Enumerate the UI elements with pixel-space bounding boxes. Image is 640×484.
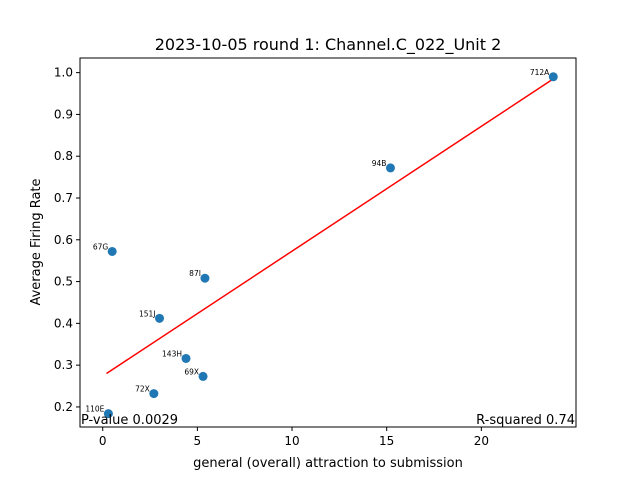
x-tick-label: 5 xyxy=(194,434,202,448)
y-axis-label: Average Firing Rate xyxy=(29,178,44,305)
y-tick-label: 0.4 xyxy=(54,316,73,330)
x-tick-label: 15 xyxy=(379,434,394,448)
point-label: 110E xyxy=(85,405,104,414)
data-point xyxy=(198,371,208,381)
x-tick-label: 10 xyxy=(284,434,299,448)
point-label: 69X xyxy=(184,367,199,376)
data-point xyxy=(103,409,113,419)
chart-title: 2023-10-05 round 1: Channel.C_022_Unit 2 xyxy=(155,35,502,55)
y-tick-label: 0.8 xyxy=(54,149,73,163)
point-label: 712A xyxy=(530,68,550,77)
point-label: 72X xyxy=(135,385,150,394)
r-squared-annotation: R-squared 0.74 xyxy=(476,413,575,428)
y-tick-label: 1.0 xyxy=(54,66,73,80)
y-tick-label: 0.9 xyxy=(54,107,73,121)
data-point xyxy=(107,246,117,256)
point-label: 87I xyxy=(189,269,201,278)
y-tick-label: 0.6 xyxy=(54,233,73,247)
y-tick-label: 0.7 xyxy=(54,191,73,205)
data-point xyxy=(181,353,191,363)
y-tick-label: 0.3 xyxy=(54,358,73,372)
point-label: 67G xyxy=(93,242,109,251)
data-point xyxy=(200,273,210,283)
data-point xyxy=(155,313,165,323)
axes-frame xyxy=(79,57,577,428)
x-tick-label: 20 xyxy=(474,434,489,448)
x-axis-label: general (overall) attraction to submissi… xyxy=(193,456,463,471)
p-value-annotation: P-value 0.0029 xyxy=(81,413,178,428)
point-label: 151J xyxy=(139,309,156,318)
data-point xyxy=(548,72,558,82)
point-label: 94B xyxy=(372,159,387,168)
data-point xyxy=(385,163,395,173)
regression-line xyxy=(106,78,554,375)
y-tick-label: 0.5 xyxy=(54,275,73,289)
y-tick-label: 0.2 xyxy=(54,400,73,414)
data-point xyxy=(149,389,159,399)
point-label: 143H xyxy=(162,349,182,358)
x-tick-label: 0 xyxy=(99,434,107,448)
